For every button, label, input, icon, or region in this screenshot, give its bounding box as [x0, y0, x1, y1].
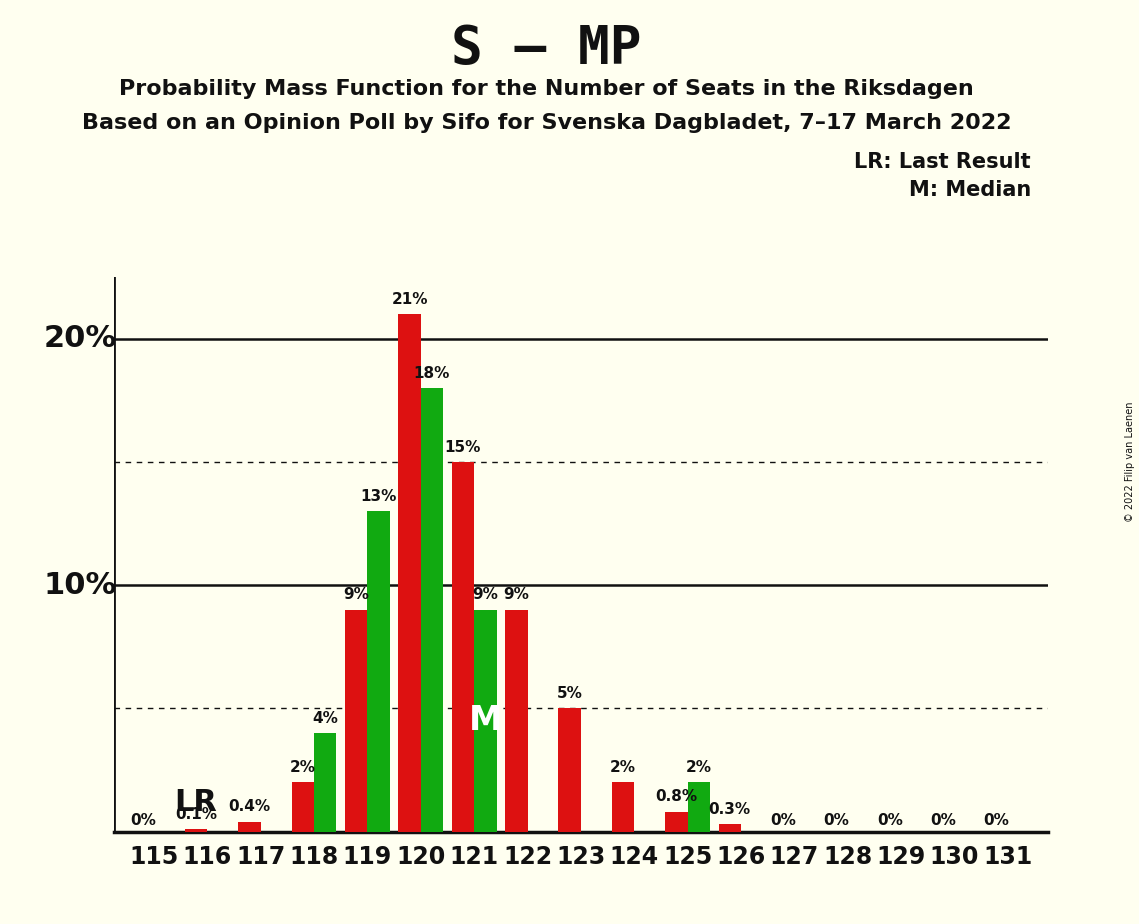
Bar: [345, 610, 368, 832]
Text: 0%: 0%: [130, 813, 156, 828]
Text: 9%: 9%: [473, 588, 498, 602]
Bar: [665, 812, 688, 832]
Text: S – MP: S – MP: [451, 23, 642, 75]
Text: 2%: 2%: [686, 760, 712, 775]
Text: M: Median: M: Median: [909, 180, 1031, 201]
Text: 0.1%: 0.1%: [175, 807, 218, 821]
Text: 18%: 18%: [413, 366, 450, 381]
Text: 20%: 20%: [43, 324, 116, 353]
Bar: [612, 783, 634, 832]
Text: © 2022 Filip van Laenen: © 2022 Filip van Laenen: [1125, 402, 1134, 522]
Text: 2%: 2%: [611, 760, 636, 775]
Text: LR: Last Result: LR: Last Result: [854, 152, 1031, 173]
Text: 0%: 0%: [770, 813, 796, 828]
Bar: [420, 388, 443, 832]
Text: 21%: 21%: [392, 292, 428, 307]
Text: Based on an Opinion Poll by Sifo for Svenska Dagbladet, 7–17 March 2022: Based on an Opinion Poll by Sifo for Sve…: [82, 113, 1011, 133]
Bar: [558, 709, 581, 832]
Text: 2%: 2%: [289, 760, 316, 775]
Text: 0.8%: 0.8%: [655, 789, 697, 805]
Text: 0%: 0%: [984, 813, 1009, 828]
Bar: [452, 462, 474, 832]
Bar: [474, 610, 497, 832]
Text: 13%: 13%: [360, 489, 396, 504]
Text: 0%: 0%: [931, 813, 957, 828]
Text: 0.4%: 0.4%: [229, 799, 271, 814]
Text: LR: LR: [174, 788, 218, 817]
Bar: [688, 783, 710, 832]
Bar: [368, 511, 390, 832]
Text: 0.3%: 0.3%: [708, 802, 751, 817]
Text: 15%: 15%: [444, 440, 481, 455]
Text: 9%: 9%: [343, 588, 369, 602]
Text: 0%: 0%: [877, 813, 903, 828]
Text: M: M: [469, 704, 502, 737]
Text: 5%: 5%: [557, 686, 583, 701]
Bar: [399, 314, 420, 832]
Text: 10%: 10%: [43, 571, 116, 600]
Text: 0%: 0%: [823, 813, 850, 828]
Bar: [185, 829, 207, 832]
Text: 4%: 4%: [312, 711, 338, 725]
Text: 9%: 9%: [503, 588, 530, 602]
Bar: [505, 610, 527, 832]
Bar: [314, 733, 336, 832]
Bar: [719, 824, 741, 832]
Text: Probability Mass Function for the Number of Seats in the Riksdagen: Probability Mass Function for the Number…: [120, 79, 974, 99]
Bar: [238, 821, 261, 832]
Bar: [292, 783, 314, 832]
